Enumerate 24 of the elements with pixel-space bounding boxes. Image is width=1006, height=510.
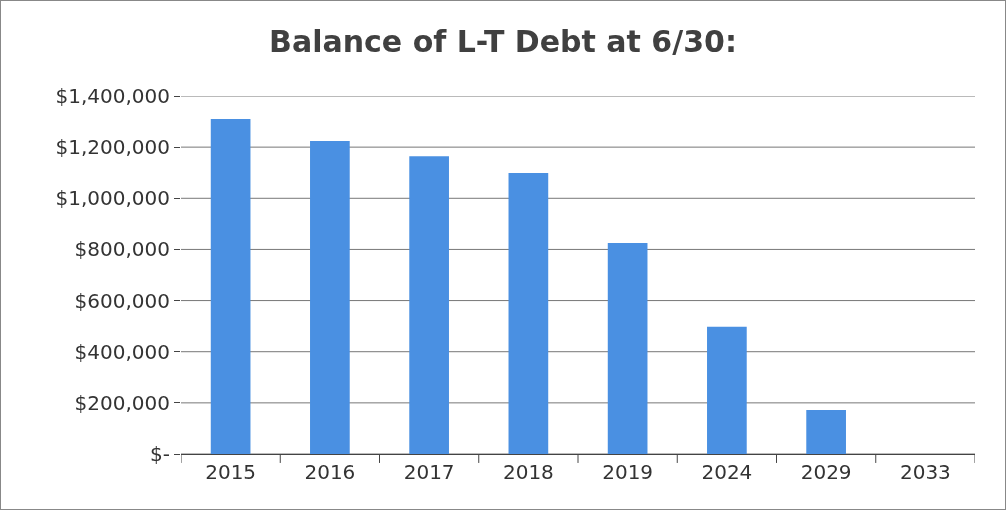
bar bbox=[310, 141, 350, 454]
chart-title: Balance of L-T Debt at 6/30: bbox=[269, 24, 737, 60]
bar bbox=[607, 243, 648, 454]
bar bbox=[409, 156, 449, 454]
x-tick-label: 2029 bbox=[800, 460, 852, 484]
x-tick-label: 2019 bbox=[602, 460, 654, 484]
y-tick-label: $1,400,000 bbox=[55, 84, 170, 108]
y-tick-label: $- bbox=[150, 442, 170, 466]
bar bbox=[707, 326, 747, 454]
y-tick-label: $600,000 bbox=[74, 288, 170, 313]
y-tick-label: $400,000 bbox=[74, 339, 170, 364]
x-tick-label: 2018 bbox=[502, 460, 554, 484]
bar bbox=[210, 119, 251, 454]
x-tick-label: 2016 bbox=[304, 460, 356, 484]
x-tick-label: 2024 bbox=[701, 460, 753, 484]
x-tick-label: 2033 bbox=[899, 460, 951, 484]
y-tick-label: $200,000 bbox=[74, 390, 170, 415]
y-tick-label: $1,000,000 bbox=[55, 186, 170, 211]
y-tick-label: $1,200,000 bbox=[55, 135, 170, 160]
bar bbox=[806, 410, 846, 454]
x-tick-label: 2015 bbox=[205, 460, 257, 484]
x-tick-label: 2017 bbox=[403, 460, 455, 484]
bar bbox=[508, 172, 549, 454]
y-tick-label: $800,000 bbox=[74, 237, 170, 262]
